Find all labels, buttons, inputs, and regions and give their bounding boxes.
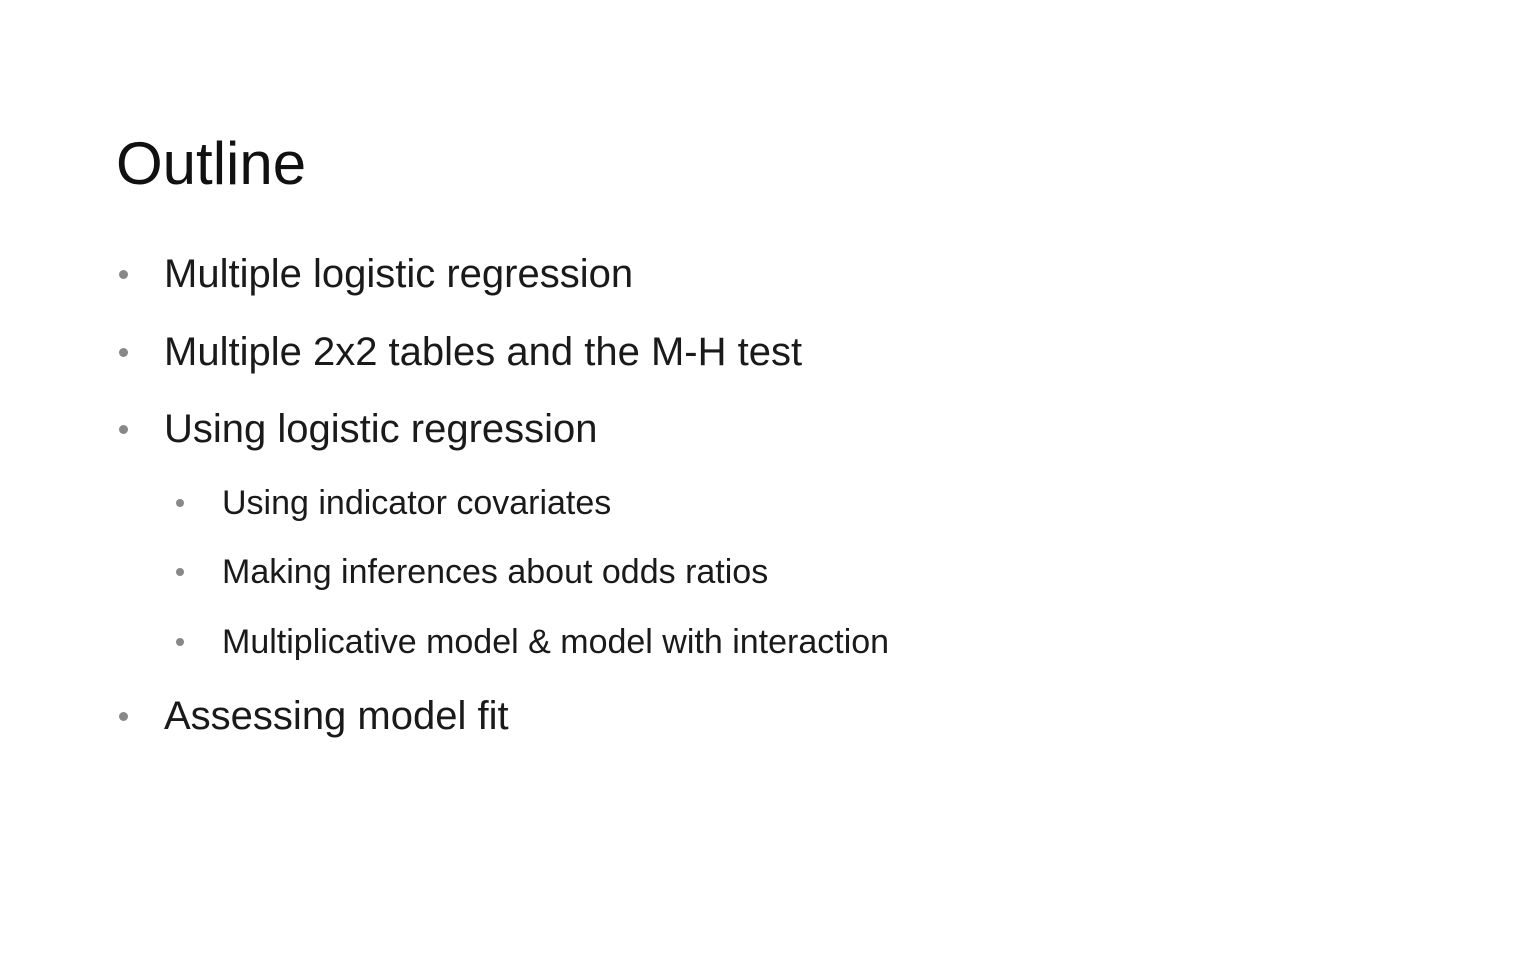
slide-title: Outline [116,130,307,197]
bullet-icon [176,638,184,646]
bullet-icon [176,568,184,576]
bullet-icon [119,269,128,279]
outline-subitem: Using indicator covariates [174,481,611,525]
outline-subitem: Multiplicative model & model with intera… [174,620,889,664]
outline-subitem-text: Making inferences about odds ratios [222,553,769,591]
bullet-icon [119,711,128,721]
bullet-icon [119,424,128,434]
outline-list: Multiple logistic regression Multiple 2x… [116,0,1416,960]
outline-subitem-text: Using indicator covariates [222,484,612,522]
outline-subitem-text: Multiplicative model & model with intera… [222,623,890,661]
outline-item: Using logistic regression [116,404,598,454]
outline-item: Assessing model fit [116,691,509,741]
outline-item-text: Multiple logistic regression [164,252,634,296]
outline-subitem: Making inferences about odds ratios [174,550,768,594]
outline-item-text: Multiple 2x2 tables and the M-H test [164,330,803,374]
bullet-icon [176,499,184,507]
outline-item: Multiple logistic regression [116,249,633,299]
outline-item: Multiple 2x2 tables and the M-H test [116,327,802,377]
bullet-icon [119,347,128,357]
outline-item-text: Assessing model fit [164,694,509,738]
outline-item-text: Using logistic regression [164,407,598,451]
